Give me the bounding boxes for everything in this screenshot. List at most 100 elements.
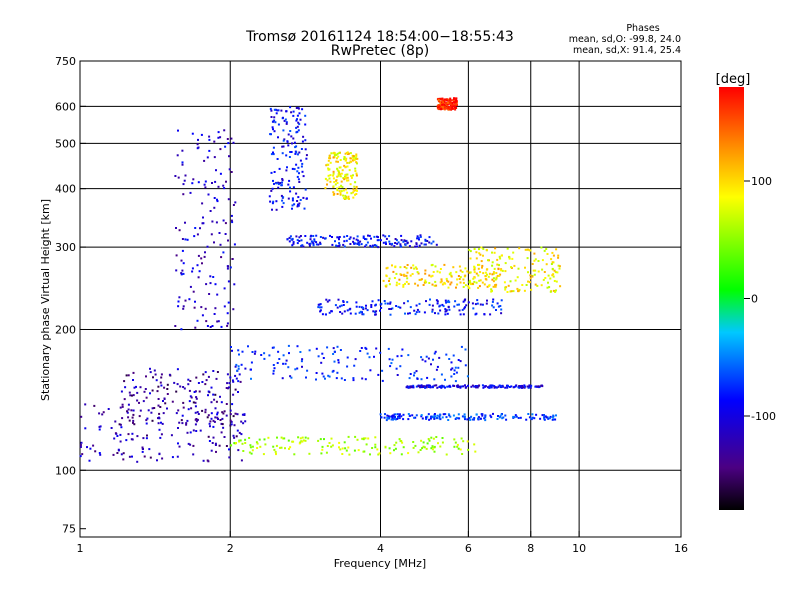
data-point xyxy=(139,386,142,389)
data-point xyxy=(269,133,272,136)
data-point xyxy=(352,196,355,199)
data-point xyxy=(475,251,478,254)
data-point xyxy=(470,385,473,388)
data-point xyxy=(319,236,322,238)
data-point xyxy=(448,358,451,360)
y-tick-label: 75 xyxy=(62,523,76,536)
data-point xyxy=(473,385,476,388)
data-point xyxy=(281,205,284,208)
data-point xyxy=(312,244,315,247)
y-tick-label: 400 xyxy=(55,183,76,196)
data-point xyxy=(409,386,412,389)
data-point xyxy=(438,100,440,103)
data-point xyxy=(157,398,160,400)
data-point xyxy=(428,241,431,244)
data-point xyxy=(215,450,217,453)
data-point xyxy=(432,240,435,243)
data-point xyxy=(390,308,393,310)
data-point xyxy=(400,440,403,442)
data-point xyxy=(281,181,283,184)
data-point xyxy=(280,109,283,112)
data-point xyxy=(215,169,217,172)
data-point xyxy=(462,385,465,388)
data-point xyxy=(210,417,213,420)
data-point xyxy=(369,244,372,247)
data-point xyxy=(339,349,342,351)
data-point xyxy=(341,312,344,315)
data-point xyxy=(300,360,303,363)
data-point xyxy=(514,414,517,417)
data-point xyxy=(192,178,195,181)
data-point xyxy=(240,433,243,436)
data-point xyxy=(275,200,278,203)
colorbar-tick-label: 100 xyxy=(751,175,772,188)
data-point xyxy=(126,411,129,414)
data-point xyxy=(459,281,462,284)
data-point xyxy=(272,346,275,349)
data-point xyxy=(411,273,414,275)
data-point xyxy=(248,437,251,439)
data-point xyxy=(478,279,481,282)
data-point xyxy=(189,380,192,382)
data-point xyxy=(418,385,421,388)
data-point xyxy=(273,116,276,119)
data-point xyxy=(513,416,516,419)
data-point xyxy=(339,305,341,308)
data-point xyxy=(431,445,434,448)
data-point xyxy=(174,175,177,177)
data-point xyxy=(206,156,209,159)
data-point xyxy=(472,418,475,421)
data-point xyxy=(370,237,372,240)
data-point xyxy=(516,287,519,290)
data-point xyxy=(208,293,211,295)
data-point xyxy=(523,289,526,292)
data-point xyxy=(298,202,301,205)
data-point xyxy=(463,299,466,302)
data-point xyxy=(212,419,215,422)
data-point xyxy=(456,445,459,448)
data-point xyxy=(204,186,207,189)
data-point xyxy=(177,129,179,132)
data-point xyxy=(196,418,199,421)
data-point xyxy=(238,440,241,443)
data-point xyxy=(438,271,441,274)
data-point xyxy=(415,243,418,245)
data-point xyxy=(420,415,423,418)
data-point xyxy=(396,242,399,245)
data-point xyxy=(433,414,436,417)
data-point xyxy=(295,235,298,238)
data-point xyxy=(329,174,332,177)
data-point xyxy=(205,320,208,323)
data-point xyxy=(228,168,231,171)
data-point xyxy=(529,277,532,280)
data-point xyxy=(217,418,219,420)
data-point xyxy=(370,306,373,308)
data-point xyxy=(337,170,340,173)
data-point xyxy=(377,453,380,456)
data-point xyxy=(545,263,548,266)
data-point xyxy=(201,262,203,265)
data-point xyxy=(541,268,544,271)
data-point xyxy=(398,413,401,416)
data-point xyxy=(204,411,207,414)
data-point xyxy=(429,417,432,420)
data-point xyxy=(491,273,494,276)
data-point xyxy=(119,433,122,436)
data-point xyxy=(208,149,211,152)
data-point xyxy=(333,154,336,157)
data-point xyxy=(138,415,141,418)
data-point xyxy=(419,235,422,238)
data-point xyxy=(281,199,284,202)
data-point xyxy=(267,436,270,439)
data-point xyxy=(322,236,325,239)
data-point xyxy=(308,243,311,246)
data-point xyxy=(217,136,220,139)
data-point xyxy=(120,453,123,456)
data-point xyxy=(432,358,434,361)
data-point xyxy=(536,284,539,287)
data-point xyxy=(135,385,137,388)
data-point xyxy=(196,411,199,414)
data-point xyxy=(435,299,438,302)
data-point xyxy=(371,300,374,303)
data-point xyxy=(349,236,352,239)
